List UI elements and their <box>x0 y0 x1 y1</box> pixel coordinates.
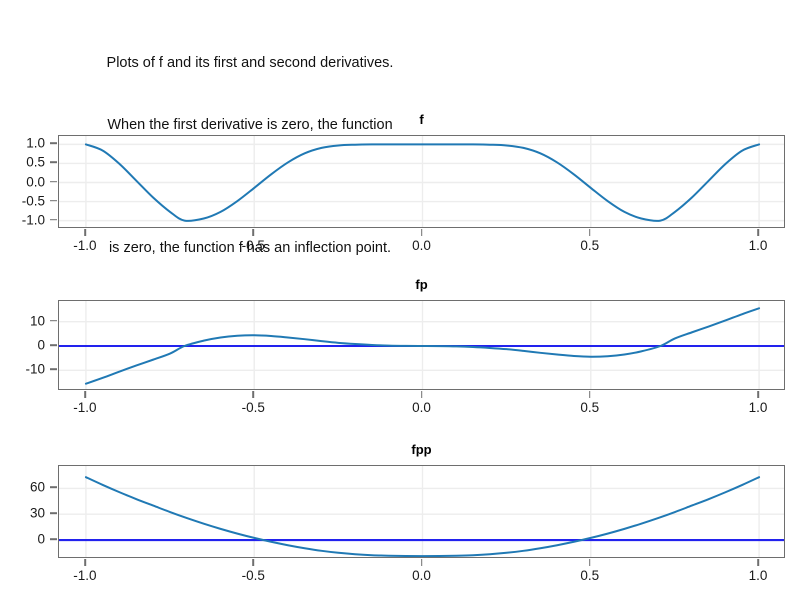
y-axis-tick <box>50 161 57 164</box>
x-axis-tick <box>84 391 86 398</box>
x-axis-label: -0.5 <box>241 568 265 583</box>
x-axis-tick <box>252 559 254 566</box>
y-axis-label: 0.0 <box>26 174 45 189</box>
x-axis-tick <box>757 391 759 398</box>
plot-svg <box>59 136 784 227</box>
x-axis-tick <box>757 559 759 566</box>
y-axis-tick <box>50 180 57 183</box>
panel-title-f: f <box>419 112 424 127</box>
y-axis-tick <box>50 218 57 221</box>
data-series-line <box>84 307 761 385</box>
plot-area-fp <box>58 300 785 390</box>
y-axis-label: -0.5 <box>21 193 45 209</box>
plot-area-f <box>58 135 785 228</box>
y-axis-tick <box>50 319 57 322</box>
x-axis-tick <box>252 391 254 398</box>
y-axis-tick <box>50 142 57 145</box>
x-axis-tick <box>84 559 86 566</box>
y-axis-tick <box>50 368 57 371</box>
figure-title: Plots of f and its first and second deri… <box>0 12 500 299</box>
x-axis-label: -1.0 <box>73 568 97 583</box>
x-axis-label: 0.5 <box>580 238 600 253</box>
panel-title-fp: fp <box>415 277 428 292</box>
x-axis-tick <box>757 229 759 236</box>
figure-title-line-1: Plots of f and its first and second deri… <box>106 55 394 71</box>
data-series-line <box>84 476 761 557</box>
figure-title-line-2: When the first derivative is zero, the f… <box>107 116 393 133</box>
plot-svg <box>59 466 784 557</box>
x-axis-label: -0.5 <box>241 400 265 415</box>
y-axis-label: 1.0 <box>26 135 45 151</box>
y-axis-tick <box>50 486 57 489</box>
y-axis-label: 0 <box>37 531 45 547</box>
x-axis-tick <box>588 559 591 566</box>
data-series-line <box>84 143 761 222</box>
x-axis-label: -1.0 <box>73 400 97 415</box>
panel-title-fpp: fpp <box>411 442 432 457</box>
x-axis-tick <box>420 229 423 236</box>
x-axis-label: 1.0 <box>748 568 768 583</box>
x-axis-label: 1.0 <box>748 238 768 253</box>
x-axis-label: 0.5 <box>580 400 600 415</box>
y-axis-tick <box>50 512 57 515</box>
x-axis-tick <box>420 559 423 566</box>
x-axis-tick <box>84 229 86 236</box>
y-axis-label: 30 <box>29 505 45 521</box>
plot-svg <box>59 301 784 389</box>
x-axis-label: 0.0 <box>412 400 431 415</box>
y-axis-tick <box>50 199 57 202</box>
x-axis-tick <box>252 229 254 236</box>
x-axis-tick <box>588 229 591 236</box>
y-axis-label: -10 <box>25 361 45 377</box>
figure-title-line-4: is zero, the function f has an inflectio… <box>108 239 392 256</box>
x-axis-label: 0.0 <box>412 238 431 253</box>
y-axis-label: 10 <box>29 313 45 329</box>
y-axis-tick <box>50 344 57 346</box>
x-axis-label: -1.0 <box>73 238 97 253</box>
x-axis-label: 0.0 <box>412 568 431 583</box>
y-axis-tick <box>50 538 57 540</box>
y-axis-label: 60 <box>29 479 45 495</box>
y-axis-label: 0 <box>37 337 45 353</box>
x-axis-label: 1.0 <box>748 400 768 415</box>
plot-area-fpp <box>58 465 785 558</box>
x-axis-tick <box>420 391 423 398</box>
x-axis-label: -0.5 <box>241 238 265 253</box>
y-axis-label: -1.0 <box>21 212 45 228</box>
x-axis-label: 0.5 <box>580 568 600 583</box>
y-axis-label: 0.5 <box>26 154 45 170</box>
x-axis-tick <box>588 391 591 398</box>
